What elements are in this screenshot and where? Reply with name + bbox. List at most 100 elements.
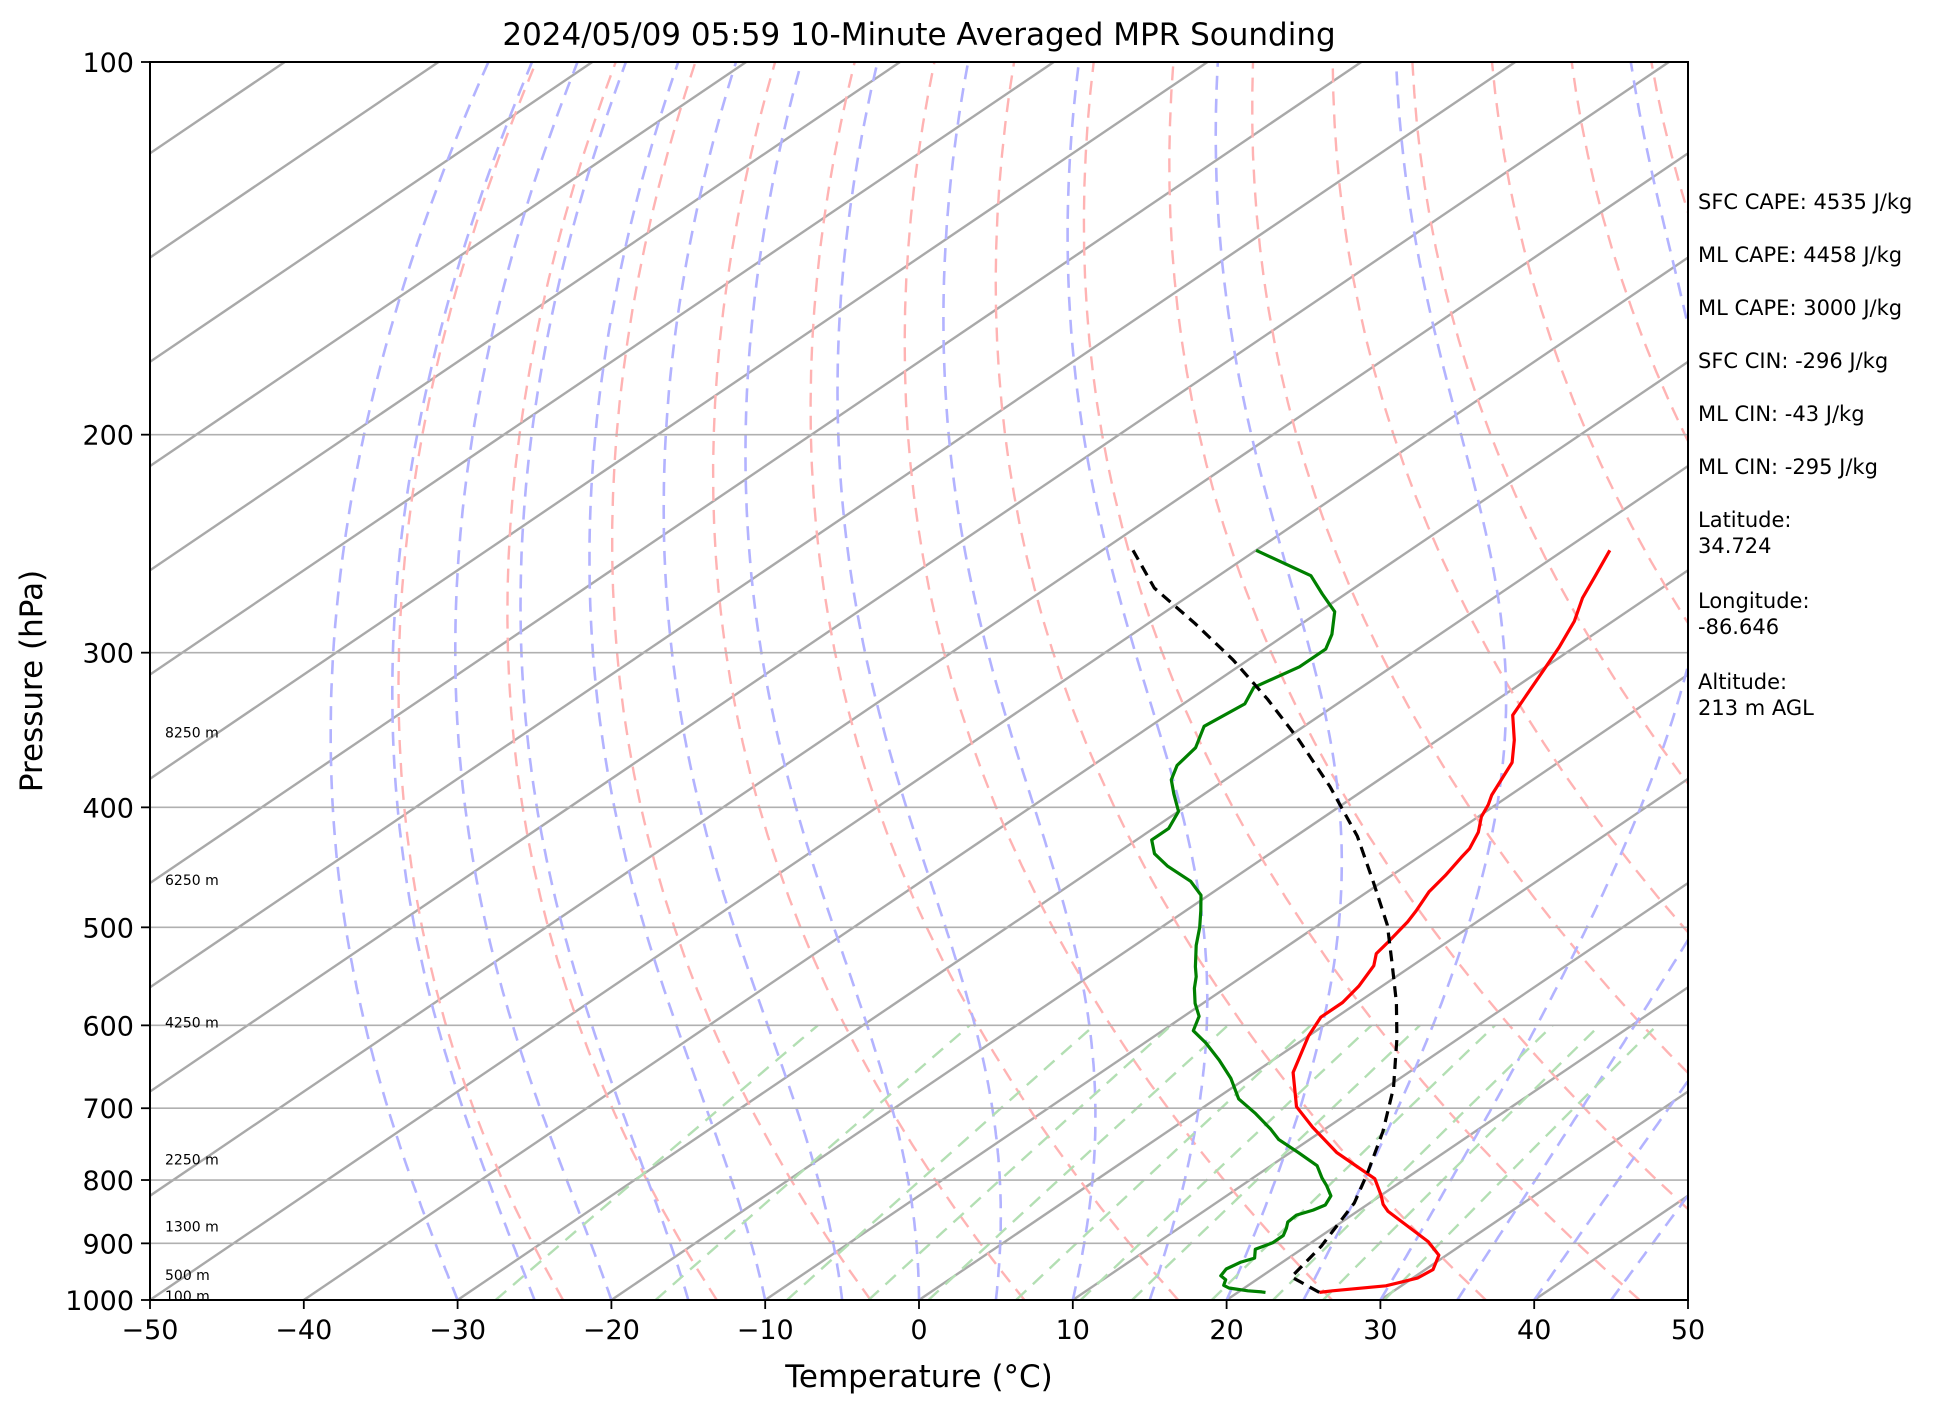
info-annotation: ML CIN: -43 J/kg (1698, 402, 1865, 426)
dry-adiabat-line (611, 62, 872, 1300)
dry-adiabat-line (1490, 62, 1688, 626)
height-labels: 8250 m 6250 m 4250 m 2250 m 1300 m 500 m 100 m (165, 725, 219, 1305)
moist-adiabat-line (836, 62, 1003, 1300)
mixing-ratio-line (1272, 1024, 1554, 1300)
y-tick-label: 500 (82, 913, 134, 944)
dry-adiabat-line (903, 62, 1333, 1300)
info-annotation: ML CIN: -295 J/kg (1698, 455, 1878, 479)
height-label: 6250 m (165, 873, 219, 889)
y-tick-label: 1000 (65, 1286, 134, 1317)
info-annotation: Latitude: 34.724 (1698, 508, 1792, 558)
x-tick-label: 30 (1363, 1315, 1397, 1346)
dry-adiabat-line (506, 62, 718, 1300)
y-axis-label: Pressure (hPa) (14, 570, 50, 792)
info-annotation: SFC CAPE: 4535 J/kg (1698, 190, 1912, 214)
height-label: 100 m (165, 1289, 210, 1305)
y-tick-label: 600 (82, 1011, 134, 1042)
info-annotation: ML CAPE: 4458 J/kg (1698, 243, 1902, 267)
height-label: 1300 m (165, 1219, 219, 1235)
dry-adiabat-line (1082, 62, 1641, 1300)
dry-adiabat-line (809, 62, 1180, 1300)
x-axis-ticks: −50 −40 −30 −20 −10 0 10 20 30 40 50 (122, 1300, 1705, 1346)
mixing-ratio-line (494, 1024, 819, 1300)
x-tick-label: 20 (1209, 1315, 1243, 1346)
x-tick-label: −20 (583, 1315, 640, 1346)
mixing-ratio-line (1322, 1024, 1601, 1300)
moist-adiabat-line (1456, 937, 1688, 1300)
isotherm-line (610, 568, 1688, 1300)
isotherm-line (150, 62, 1516, 989)
x-tick-label: 40 (1517, 1315, 1551, 1346)
parcel-profile-line (1131, 549, 1399, 1294)
y-tick-label: 300 (82, 639, 134, 670)
dry-adiabat-line (1168, 62, 1688, 1211)
height-label: 8250 m (165, 725, 219, 741)
pressure-gridlines (150, 61, 1688, 1301)
isotherm-line (150, 62, 440, 260)
info-annotation: Longitude: -86.646 (1698, 589, 1810, 639)
moist-adiabat-line (329, 62, 490, 1300)
isotherm-line (150, 256, 1688, 1300)
isotherm-line (150, 62, 1055, 677)
moist-adiabat-line (1302, 62, 1508, 1300)
dewpoint-profile-line (1150, 548, 1337, 1294)
dry-adiabat-line (1570, 62, 1688, 444)
sounding-info-panel: SFC CAPE: 4535 J/kg ML CAPE: 4458 J/kg ML … (1698, 190, 1912, 720)
mixing-ratio-line (1015, 1024, 1312, 1300)
isotherm-line (150, 151, 1688, 1198)
moist-adiabat-line (942, 62, 1097, 1300)
height-label: 4250 m (165, 1016, 219, 1032)
isotherm-line (1072, 881, 1688, 1300)
y-tick-label: 200 (82, 421, 134, 452)
moist-adiabat-line (588, 62, 767, 1300)
mixing-ratio-line (1131, 1024, 1421, 1300)
dry-adiabat-line (397, 62, 565, 1300)
x-tick-label: 0 (910, 1315, 927, 1346)
x-tick-label: 10 (1056, 1315, 1090, 1346)
mixing-ratio-line (927, 1024, 1229, 1300)
mixing-ratio-line (1079, 1024, 1373, 1300)
temperature-profile-line (1291, 549, 1612, 1294)
y-tick-label: 400 (82, 793, 134, 824)
y-tick-label: 800 (82, 1166, 134, 1197)
isotherm-line (456, 464, 1688, 1300)
isotherm-line (150, 62, 1362, 885)
background-lines (150, 62, 1688, 1300)
moist-adiabat-line (744, 62, 921, 1300)
info-annotation: ML CAPE: 3000 J/kg (1698, 296, 1902, 320)
x-tick-label: 50 (1671, 1315, 1705, 1346)
isotherm-line (764, 673, 1688, 1300)
x-tick-label: −30 (429, 1315, 486, 1346)
mixing-ratio-line (867, 1024, 1173, 1300)
x-tick-label: −10 (737, 1315, 794, 1346)
isotherm-line (150, 62, 1209, 781)
isotherm-line (150, 62, 1670, 1093)
height-label: 2250 m (165, 1152, 219, 1168)
info-annotation: SFC CIN: -296 J/kg (1698, 349, 1888, 373)
isotherm-line (1225, 985, 1688, 1300)
dry-adiabat-line (711, 62, 1026, 1300)
moist-adiabat-line (662, 62, 844, 1300)
y-axis-ticks: 100 200 300 400 500 600 700 800 900 1000 (65, 48, 150, 1317)
isotherm-line (150, 62, 593, 364)
x-axis-label: Temperature (°C) (784, 1359, 1053, 1395)
isotherm-line (1379, 1090, 1688, 1300)
isotherm-line (150, 62, 747, 468)
isotherm-line (303, 360, 1688, 1300)
moist-adiabat-line (1214, 62, 1344, 1300)
x-tick-label: −50 (122, 1315, 179, 1346)
y-tick-label: 700 (82, 1094, 134, 1125)
isotherm-line (918, 777, 1688, 1300)
isotherm-line (150, 62, 901, 572)
moist-adiabat-line (1066, 62, 1209, 1300)
moist-adiabat-line (519, 62, 690, 1300)
x-tick-label: −40 (275, 1315, 332, 1346)
plot-frame (149, 61, 1689, 1301)
mixing-ratio-line (1383, 1024, 1658, 1300)
mixing-ratio-line (654, 1024, 971, 1300)
moist-adiabat-line (454, 62, 613, 1300)
dry-adiabat-line (1411, 62, 1688, 786)
mixing-ratio-line (786, 1024, 1095, 1300)
dry-adiabat-line (1251, 62, 1688, 1075)
